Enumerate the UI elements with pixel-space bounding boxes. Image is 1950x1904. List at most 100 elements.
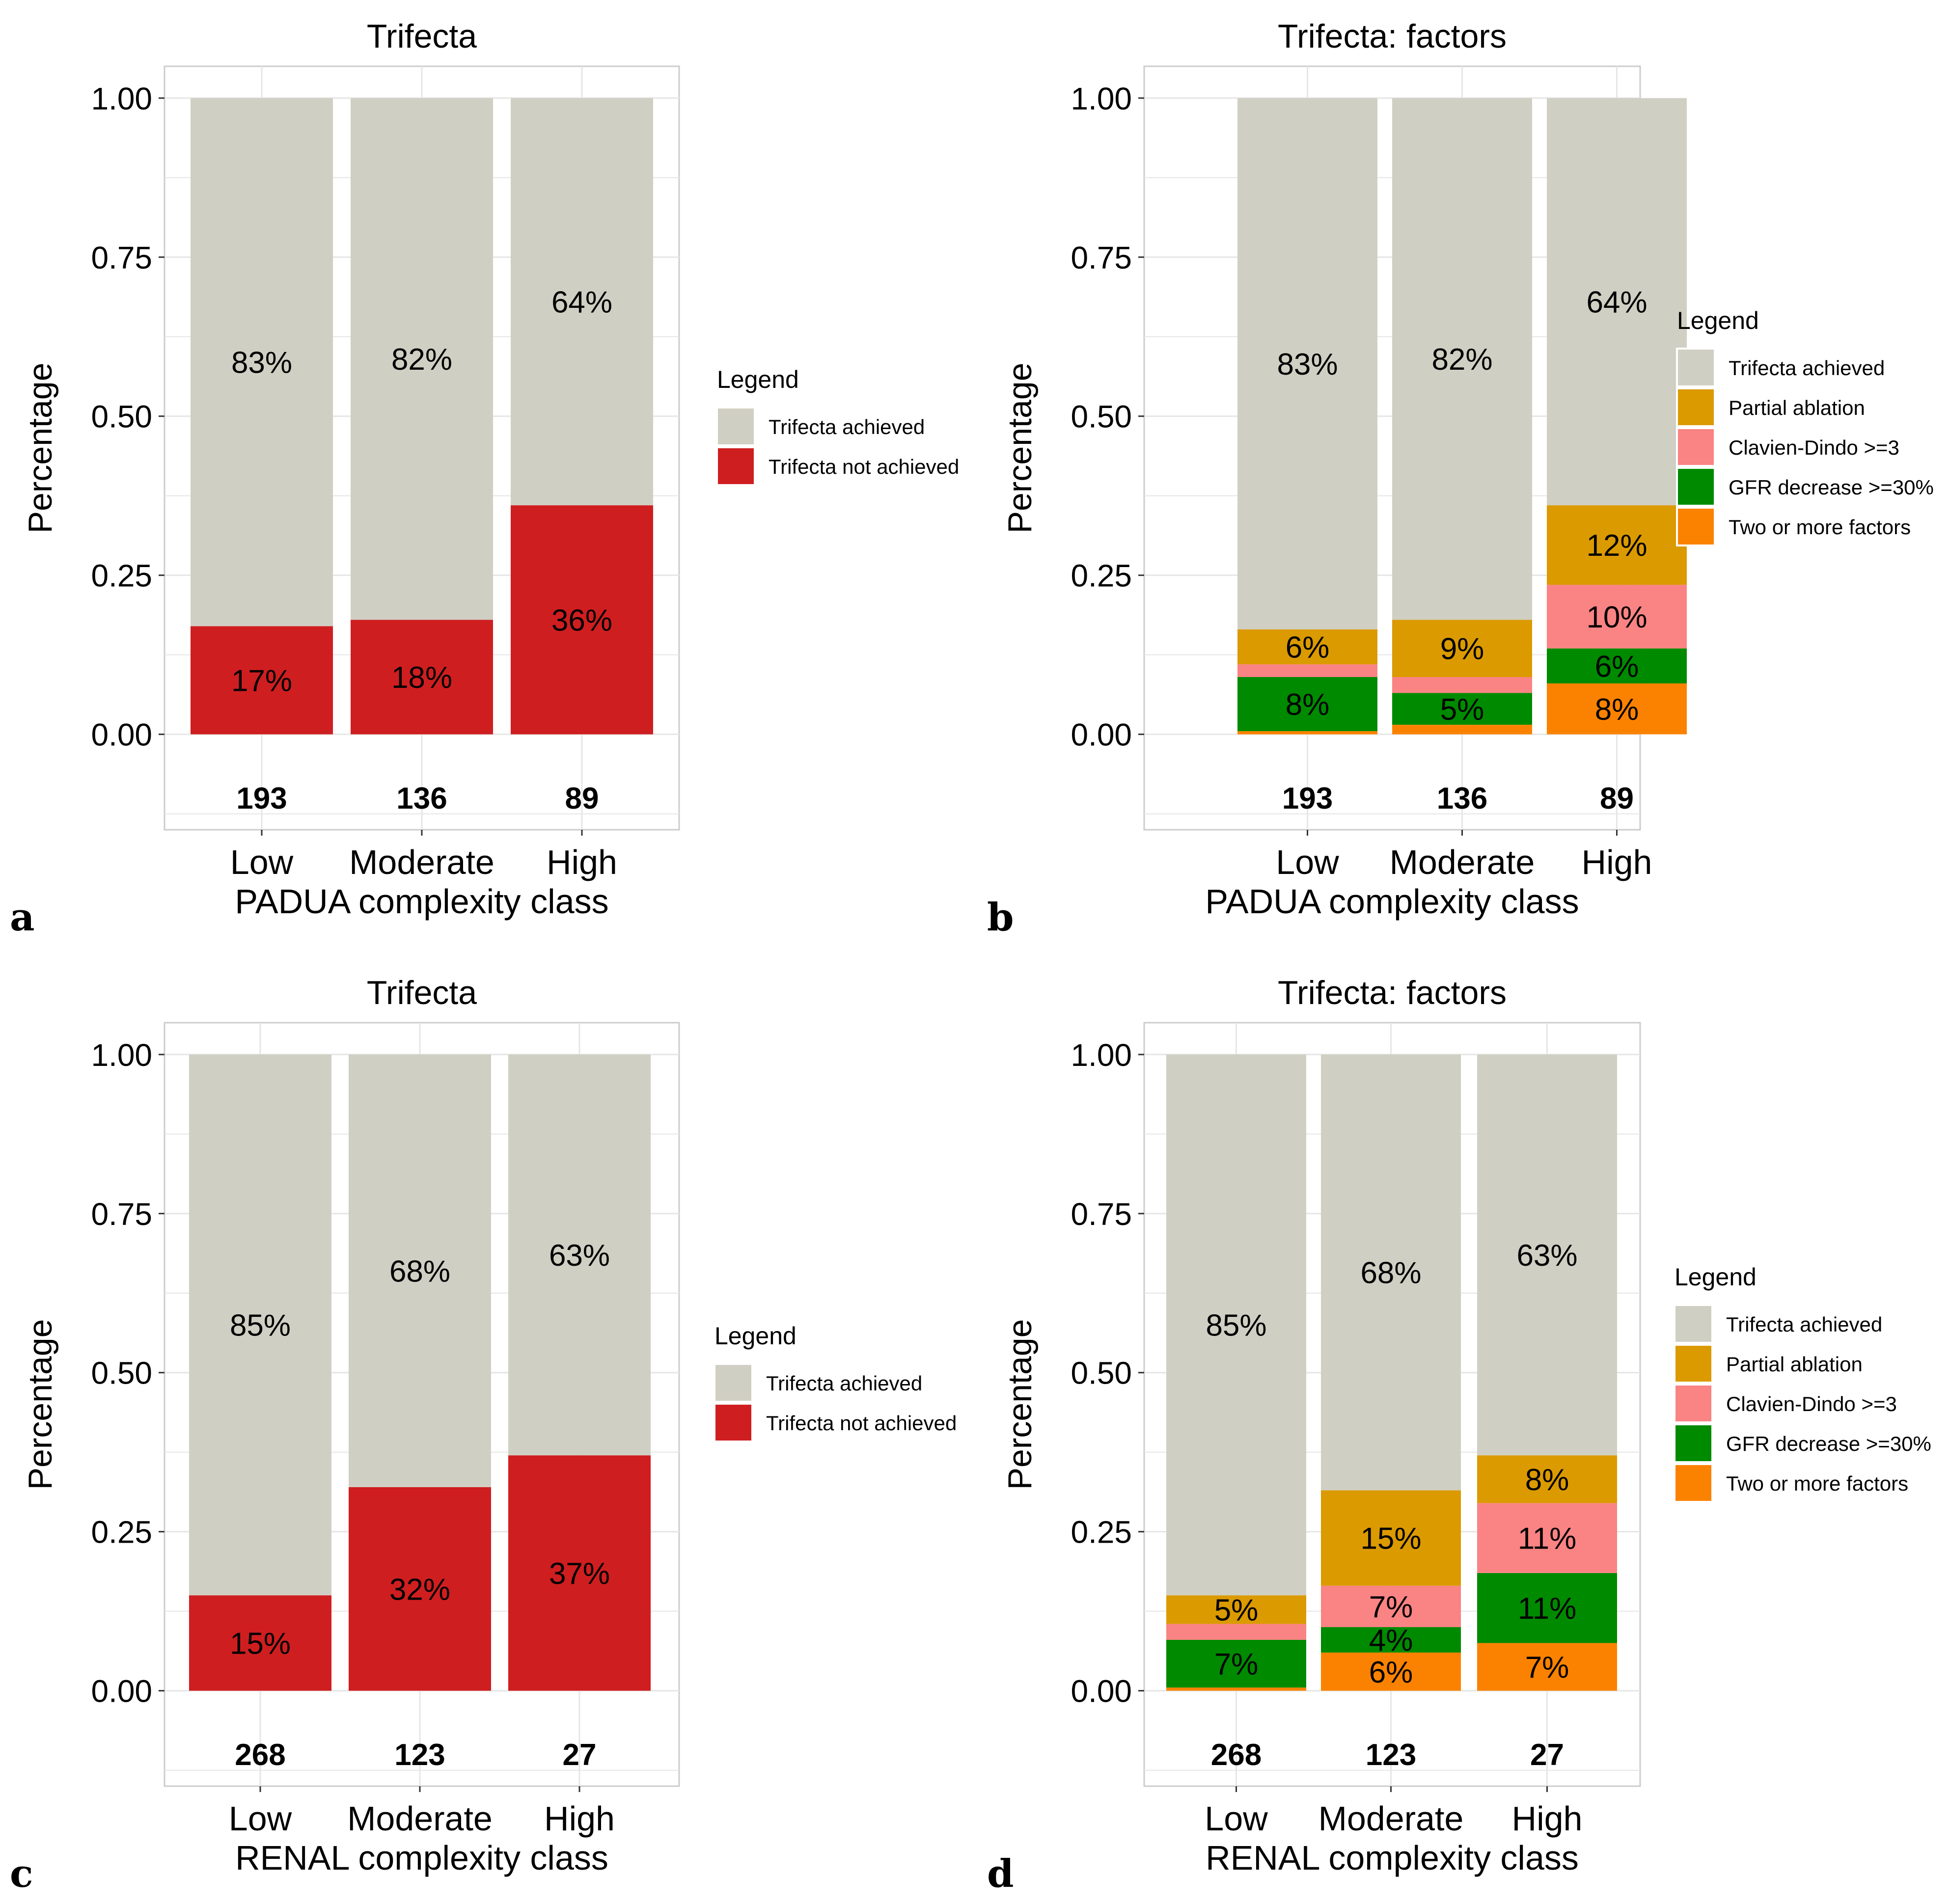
- x-tick-label: Moderate: [1390, 843, 1535, 881]
- bar-segment-clavien_dindo: [1321, 1585, 1461, 1628]
- count-label: 193: [236, 782, 287, 816]
- y-tick-label: 0.00: [91, 1674, 152, 1709]
- legend-label: Trifecta achieved: [1729, 356, 1885, 380]
- count-label: 89: [565, 782, 599, 816]
- legend-title: Legend: [1677, 307, 1759, 334]
- bar-segment-partial_ablation: [1237, 629, 1377, 665]
- y-tick-label: 1.00: [1071, 81, 1132, 116]
- count-label: 27: [563, 1738, 597, 1772]
- legend-key-partial_ablation: [1674, 1344, 1713, 1384]
- y-tick-label: 0.50: [91, 399, 152, 435]
- legend-key-achieved: [714, 1363, 753, 1403]
- legend-key-gfr_decrease: [1676, 467, 1716, 507]
- legend-key-clavien_dindo: [1676, 427, 1716, 467]
- bar-segment-not_achieved: [191, 626, 333, 734]
- data-label: 8%: [1525, 1463, 1569, 1497]
- legend-label: Trifecta achieved: [1726, 1313, 1882, 1336]
- bar-segment-two_or_more: [1166, 1687, 1306, 1691]
- y-tick-label: 0.75: [1071, 1197, 1132, 1232]
- count-label: 268: [1211, 1738, 1262, 1772]
- legend-key-not_achieved: [714, 1403, 753, 1442]
- panel-letter: d: [987, 1851, 1014, 1896]
- legend-key-achieved: [1676, 348, 1716, 387]
- panel-a: 17% 83% 193 Low 18% 82% 136 Moderate 36% 64% 89 Hig…: [10, 18, 959, 940]
- bar-segment-achieved: [1477, 1054, 1617, 1456]
- bar-segment-two_or_more: [1477, 1643, 1617, 1691]
- bar-segment-partial_ablation: [1166, 1595, 1306, 1624]
- legend-key-two_or_more: [1674, 1463, 1713, 1503]
- data-label: 6%: [1286, 630, 1330, 664]
- bar-segment-clavien_dindo: [1237, 664, 1377, 677]
- y-tick-label: 0.50: [91, 1356, 152, 1391]
- data-label: 7%: [1369, 1590, 1413, 1624]
- bar-segment-achieved: [511, 98, 653, 506]
- count-label: 27: [1530, 1738, 1564, 1772]
- y-tick-label: 0.25: [91, 558, 152, 594]
- data-label: 8%: [1286, 688, 1330, 722]
- chart-title: Trifecta: factors: [1278, 974, 1507, 1011]
- panel-letter: a: [10, 895, 35, 940]
- x-tick-label: High: [544, 1799, 615, 1838]
- data-label: 32%: [389, 1573, 450, 1606]
- legend-label: Trifecta achieved: [766, 1372, 922, 1395]
- legend-label: Two or more factors: [1729, 516, 1911, 539]
- bar-segment-clavien_dindo: [1477, 1503, 1617, 1573]
- panel-letter: b: [987, 895, 1014, 940]
- count-label: 123: [394, 1738, 445, 1772]
- data-label: 17%: [231, 664, 292, 698]
- x-tick-label: Moderate: [347, 1799, 493, 1838]
- legend: Legend Trifecta achieved Partial ablation C…: [1676, 307, 1934, 546]
- legend: Legend Trifecta achieved Partial ablation C…: [1674, 1263, 1931, 1503]
- x-axis-label: RENAL complexity class: [235, 1839, 608, 1877]
- data-label: 7%: [1214, 1648, 1259, 1682]
- data-label: 64%: [1586, 285, 1647, 319]
- y-tick-label: 1.00: [1071, 1037, 1132, 1073]
- bar-segment-achieved: [1237, 98, 1377, 629]
- bar-segment-achieved: [351, 98, 493, 620]
- legend-key-achieved: [716, 407, 756, 446]
- data-label: 11%: [1518, 1592, 1577, 1626]
- bar-segment-partial_ablation: [1321, 1490, 1461, 1586]
- bar-segment-achieved: [189, 1054, 331, 1596]
- data-label: 63%: [549, 1239, 610, 1273]
- bar-segment-gfr_decrease: [1547, 648, 1687, 683]
- data-label: 15%: [1360, 1522, 1421, 1556]
- y-tick-label: 0.25: [1071, 1515, 1132, 1550]
- legend-key-achieved: [1674, 1304, 1713, 1344]
- data-label: 37%: [549, 1557, 610, 1591]
- bar-segment-not_achieved: [511, 505, 653, 734]
- x-tick-label: Moderate: [1318, 1799, 1464, 1838]
- bar-segment-partial_ablation: [1392, 620, 1532, 677]
- panel-d: 7%5%85%268Low6%4%7%15%68%123Moderate7%11…: [987, 974, 1931, 1896]
- y-axis-label: Percentage: [22, 1319, 59, 1490]
- bar-segment-gfr_decrease: [1321, 1627, 1461, 1653]
- bar-segment-achieved: [1321, 1054, 1461, 1491]
- x-tick-label: Moderate: [349, 843, 494, 881]
- legend-label: Partial ablation: [1729, 396, 1865, 419]
- data-label: 18%: [391, 661, 452, 695]
- legend-key-two_or_more: [1676, 507, 1716, 546]
- data-label: 82%: [1431, 343, 1492, 377]
- count-label: 268: [235, 1738, 285, 1772]
- x-axis-label: PADUA complexity class: [235, 882, 608, 921]
- y-tick-label: 0.25: [1071, 558, 1132, 594]
- y-tick-label: 0.50: [1071, 399, 1132, 435]
- data-label: 7%: [1525, 1651, 1569, 1685]
- data-label: 5%: [1214, 1593, 1259, 1627]
- data-label: 9%: [1440, 632, 1484, 666]
- data-label: 68%: [1360, 1256, 1421, 1290]
- data-label: 6%: [1595, 650, 1639, 683]
- data-label: 68%: [389, 1254, 450, 1288]
- legend-label: Trifecta not achieved: [766, 1412, 957, 1435]
- y-tick-label: 0.75: [91, 1197, 152, 1232]
- legend-title: Legend: [1675, 1263, 1757, 1291]
- bar-segment-two_or_more: [1321, 1652, 1461, 1691]
- bar-segment-achieved: [508, 1054, 651, 1456]
- y-tick-label: 1.00: [91, 81, 152, 116]
- legend-label: Trifecta achieved: [769, 415, 925, 438]
- data-label: 6%: [1369, 1656, 1413, 1689]
- bar-segment-partial_ablation: [1547, 505, 1687, 585]
- legend-label: GFR decrease >=30%: [1729, 476, 1934, 499]
- bar-segment-gfr_decrease: [1237, 677, 1377, 732]
